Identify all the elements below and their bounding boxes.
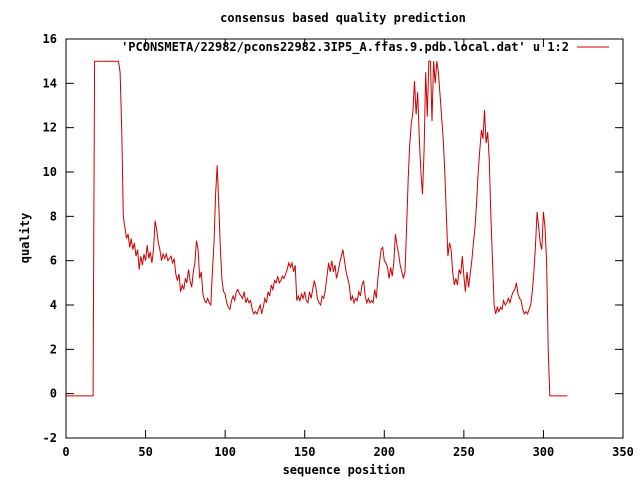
y-tick-label: -2 <box>43 431 57 445</box>
y-tick-label: 4 <box>50 298 57 312</box>
x-tick-label: 350 <box>612 445 634 459</box>
x-tick-label: 50 <box>138 445 152 459</box>
x-axis-label: sequence position <box>283 463 406 477</box>
y-tick-label: 16 <box>43 32 57 46</box>
y-tick-label: 12 <box>43 121 57 135</box>
x-tick-label: 0 <box>62 445 69 459</box>
series-line <box>66 60 568 397</box>
plot-frame <box>65 38 624 439</box>
x-tick-label: 200 <box>373 445 395 459</box>
x-tick-label: 300 <box>533 445 555 459</box>
chart-title: consensus based quality prediction <box>220 11 466 25</box>
y-tick-label: 8 <box>50 209 57 223</box>
y-tick-label: 6 <box>50 254 57 268</box>
x-tick-label: 150 <box>294 445 316 459</box>
x-tick-label: 250 <box>453 445 475 459</box>
y-tick-label: 14 <box>43 76 57 90</box>
x-tick-label: 100 <box>214 445 236 459</box>
legend-label: 'PCONSMETA/22982/pcons22982.3IP5_A.ffas.… <box>121 40 569 55</box>
y-tick-label: 10 <box>43 165 57 179</box>
y-tick-label: 0 <box>50 387 57 401</box>
tick-layer: 0 50 100 150 200 250 300 350 -2 0 2 4 6 8 10 12 14 16 <box>43 32 634 459</box>
y-tick-label: 2 <box>50 342 57 356</box>
y-axis-label: quality <box>18 213 32 264</box>
